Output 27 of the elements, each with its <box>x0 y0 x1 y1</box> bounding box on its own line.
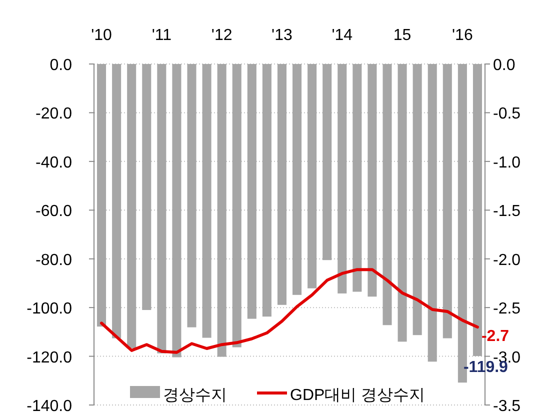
y2-tick-label: 0.0 <box>493 57 516 74</box>
x-tick-label: '16 <box>452 27 473 44</box>
x-tick-label: '14 <box>332 27 353 44</box>
y2-tick-label: -1.5 <box>493 203 521 220</box>
y-tick-label: -140.0 <box>26 398 72 415</box>
data-label: -119.9 <box>463 359 508 376</box>
line-series <box>100 268 479 354</box>
y2-tick-label: -3.5 <box>493 398 521 415</box>
x-tick-label: '13 <box>272 27 293 44</box>
y2-tick-label: -2.0 <box>493 252 521 269</box>
x-tick-label: '10 <box>91 27 112 44</box>
x-tick-label: 15 <box>393 27 412 44</box>
data-label: -2.7 <box>481 328 510 346</box>
y-tick-label: -100.0 <box>26 300 72 318</box>
legend-label: GDP대비 경상수지 <box>290 387 426 404</box>
y2-tick-label: -0.5 <box>493 106 521 123</box>
y-tick-label: -60.0 <box>36 203 72 220</box>
x-tick-label: '11 <box>152 27 172 44</box>
y-tick-label: 0.0 <box>50 57 72 74</box>
x-tick-label: '12 <box>211 27 232 44</box>
y-tick-label: -80.0 <box>36 252 72 269</box>
y2-tick-label: -1.0 <box>493 154 521 172</box>
y2-tick-label: -2.5 <box>493 300 521 318</box>
y-tick-label: -20.0 <box>36 106 72 123</box>
y-tick-label: -40.0 <box>36 154 72 172</box>
y-tick-label: -120.0 <box>26 349 72 366</box>
legend-label: 경상수지 <box>163 387 227 404</box>
